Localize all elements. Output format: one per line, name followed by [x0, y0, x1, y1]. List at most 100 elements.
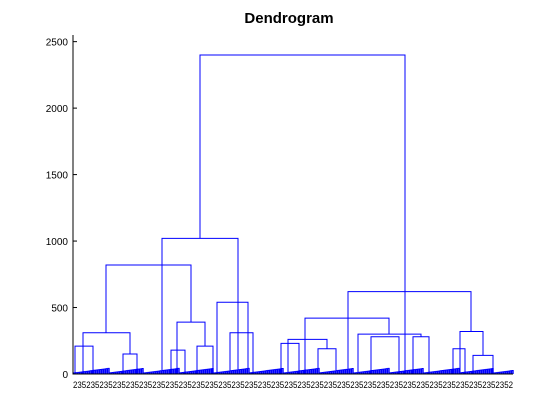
dendrogram-leaf-link: [73, 372, 76, 374]
dendrogram-leaf-link: [129, 369, 132, 374]
y-tick-label: 500: [51, 304, 68, 315]
dendrogram-leaf-link: [411, 369, 414, 374]
dendrogram-link-cluster-d: [287, 338, 328, 374]
dendrogram-leaf-link: [431, 371, 434, 374]
dendrogram-leaf-link: [451, 368, 454, 374]
dendrogram-leaf-link: [233, 369, 236, 374]
dendrogram-leaf-link: [443, 369, 446, 374]
dendrogram-link-cluster-f1: [452, 348, 466, 374]
dendrogram-leaf-link: [311, 368, 314, 374]
dendrogram-leaf-link: [295, 370, 298, 374]
dendrogram-leaf-link: [185, 371, 188, 374]
dendrogram-leaf-link: [367, 370, 370, 374]
dendrogram-leaf-link: [79, 371, 82, 374]
dendrogram-leaf-link: [85, 370, 88, 374]
dendrogram-leaf-link: [317, 367, 320, 374]
dendrogram-leaf-link: [113, 371, 116, 374]
dendrogram-leaf-link: [283, 372, 286, 374]
dendrogram-leaf-link: [483, 369, 486, 374]
dendrogram-leaf-link: [303, 369, 306, 374]
dendrogram-leaf-link: [313, 368, 316, 374]
dendrogram-link-cluster-b1: [170, 349, 186, 374]
dendrogram-link-left-branch: [161, 237, 239, 374]
dendrogram-leaf-link: [121, 370, 124, 374]
dendrogram-leaf-link: [395, 371, 398, 374]
dendrogram-leaf-link: [329, 370, 332, 374]
dendrogram-leaf-link: [173, 368, 176, 374]
dendrogram-leaf-link: [235, 369, 238, 374]
dendrogram-link-cluster-b: [176, 321, 206, 374]
dendrogram-leaf-link: [341, 369, 344, 374]
dendrogram-leaf-link: [177, 367, 180, 374]
dendrogram-leaf-link: [493, 372, 496, 374]
dendrogram-leaf-link: [421, 368, 424, 374]
dendrogram-leaf-link: [165, 369, 168, 374]
dendrogram-link-cluster-a2: [122, 353, 138, 374]
dendrogram-leaf-link: [389, 372, 392, 374]
dendrogram-leaf-link: [241, 368, 244, 374]
dendrogram-leaf-link: [155, 370, 158, 374]
dendrogram-leaf-link: [409, 369, 412, 374]
dendrogram-link-right-left: [304, 317, 390, 374]
dendrogram-leaf-link: [251, 372, 254, 374]
dendrogram-leaf-link: [197, 369, 200, 374]
dendrogram-leaf-link: [215, 372, 218, 374]
dendrogram-leaf-link: [189, 370, 192, 374]
dendrogram-leaf-link: [327, 371, 330, 374]
dendrogram-link-cluster-a: [82, 332, 131, 374]
dendrogram-leaf-link: [345, 368, 348, 374]
dendrogram-leaf-link: [151, 371, 154, 374]
dendrogram-leaf-link: [391, 372, 394, 374]
dendrogram-leaf-link: [293, 371, 296, 374]
y-axis-ticks: 0 500 1000 1500 2000 2500: [46, 38, 77, 381]
dendrogram-leaf-link: [277, 368, 280, 374]
dendrogram-leaf-link: [81, 371, 84, 374]
dendrogram-leaf-link: [435, 370, 438, 374]
dendrogram-leaf-link: [127, 369, 130, 374]
dendrogram-leaf-link: [259, 370, 262, 374]
dendrogram-leaf-link: [261, 370, 264, 374]
dendrogram-leaf-link: [457, 367, 460, 374]
dendrogram-leaf-link: [461, 372, 464, 374]
dendrogram-leaf-link: [337, 369, 340, 374]
dendrogram-leaf-link: [201, 369, 204, 374]
dendrogram-leaf-link: [191, 370, 194, 374]
dendrogram-leaf-link: [115, 371, 118, 374]
dendrogram-leaf-link: [495, 372, 498, 374]
dendrogram-leaf-link: [475, 370, 478, 374]
dendrogram-leaf-link: [239, 368, 242, 374]
dendrogram-leaf-link: [211, 368, 214, 374]
dendrogram-leaf-link: [253, 371, 256, 374]
dendrogram-leaf-link: [375, 369, 378, 374]
dendrogram-links: [74, 54, 494, 374]
dendrogram-leaf-link: [383, 368, 386, 374]
dendrogram-dense-leaf-links: [73, 367, 514, 374]
dendrogram-leaf-link: [247, 367, 250, 374]
dendrogram-leaf-link: [399, 370, 402, 374]
dendrogram-leaf-link: [83, 371, 86, 374]
dendrogram-leaf-link: [325, 371, 328, 374]
dendrogram-leaf-link: [169, 368, 172, 374]
y-tick-label: 2500: [46, 38, 69, 49]
dendrogram-leaf-link: [423, 372, 426, 374]
dendrogram-leaf-link: [237, 369, 240, 374]
dendrogram-leaf-link: [171, 368, 174, 374]
dendrogram-leaf-link: [489, 368, 492, 374]
dendrogram-leaf-link: [479, 369, 482, 374]
dendrogram-leaf-link: [95, 369, 98, 374]
dendrogram-leaf-link: [221, 371, 224, 374]
dendrogram-leaf-link: [397, 371, 400, 374]
axis-frame: [72, 35, 513, 375]
dendrogram-leaf-link: [257, 371, 260, 374]
dendrogram-leaf-link: [285, 372, 288, 374]
dendrogram-leaf-link: [455, 368, 458, 374]
y-tick-label: 1500: [46, 171, 69, 182]
dendrogram-leaf-link: [363, 371, 366, 374]
dendrogram-link-right-branch: [347, 291, 472, 374]
dendrogram-link-cluster-d2: [317, 348, 337, 374]
dendrogram-leaf-link: [449, 368, 452, 374]
leaf-labels: 2352352352352352352352352352352352352352…: [73, 380, 513, 390]
dendrogram-leaf-link: [511, 370, 514, 374]
dendrogram-leaf-link: [347, 368, 350, 374]
dendrogram-leaf-link: [419, 368, 422, 374]
